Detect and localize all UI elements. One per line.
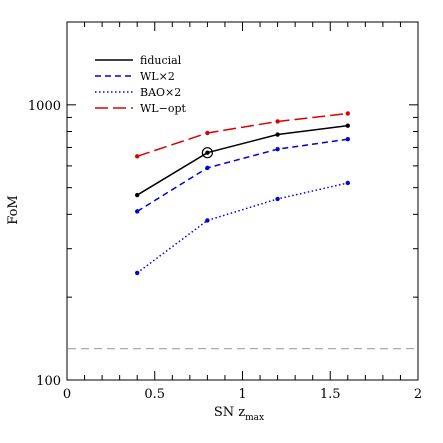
x-tick-label: 1 xyxy=(238,387,246,402)
series-line xyxy=(136,124,348,196)
series-line xyxy=(136,182,348,274)
x-tick-label: 2 xyxy=(414,387,422,402)
series-line xyxy=(136,112,348,158)
x-tick-label: 0 xyxy=(63,387,71,402)
legend: fiducial WL×2 BAO×2 WL−opt xyxy=(95,54,186,115)
x-tick-label: 1.5 xyxy=(320,387,341,402)
legend-label: fiducial xyxy=(140,54,182,67)
data-point xyxy=(345,123,350,128)
y-axis-title: FoM xyxy=(6,195,21,224)
tick-labels: 0 0.5 1 1.5 2 100 1000 xyxy=(28,99,422,402)
data-point xyxy=(275,146,280,152)
legend-label: BAO×2 xyxy=(140,86,181,99)
y-tick-label: 100 xyxy=(36,374,61,389)
data-point xyxy=(205,218,210,223)
data-point xyxy=(205,150,210,155)
data-point xyxy=(275,132,280,137)
data-point xyxy=(135,192,140,198)
legend-label: WL−opt xyxy=(140,102,186,115)
data-point xyxy=(135,270,140,276)
data-point xyxy=(275,119,280,124)
x-tick-label: 0.5 xyxy=(144,387,165,402)
y-tick-label: 1000 xyxy=(28,99,61,114)
data-point xyxy=(345,137,350,142)
series-line xyxy=(136,138,348,213)
data-point xyxy=(345,111,350,116)
data-point xyxy=(275,196,280,202)
data-point xyxy=(135,154,140,159)
axis-ticks xyxy=(66,21,419,381)
x-axis-title: SN zmax xyxy=(214,405,264,423)
series-layer xyxy=(135,111,350,276)
data-point xyxy=(135,209,140,214)
data-point xyxy=(205,165,210,171)
highlight-marker xyxy=(201,147,213,159)
legend-label: WL×2 xyxy=(140,70,175,83)
data-point xyxy=(345,180,350,186)
data-point xyxy=(205,130,210,136)
